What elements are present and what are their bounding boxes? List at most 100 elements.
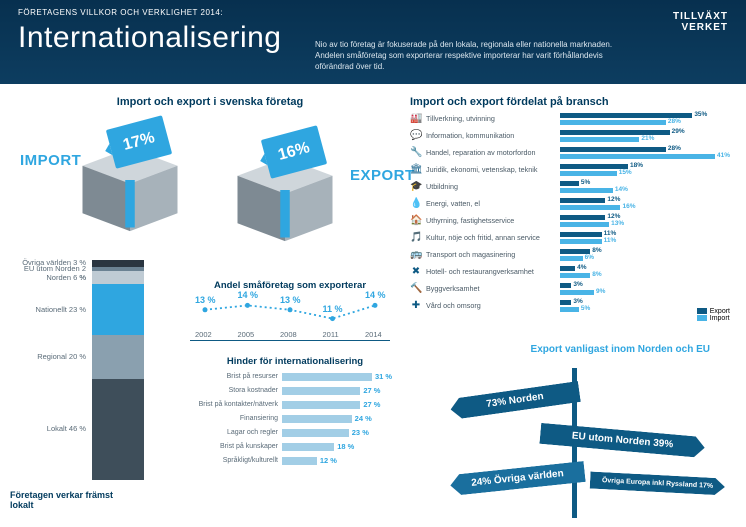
branch-bar-import	[560, 137, 639, 142]
branch-bar-export	[560, 283, 571, 288]
branch-icon: 🏛	[410, 164, 422, 176]
branch-row: 🏛Juridik, ekonomi, vetenskap, teknik18%1…	[410, 163, 730, 180]
stack-seg-label: Norden 6 %	[16, 273, 86, 282]
branch-row: 💬Information, kommunikation29%21%	[410, 129, 730, 146]
branch-val-export: 35%	[694, 111, 707, 118]
branch-val-import: 5%	[581, 305, 590, 312]
branch-bar-import	[560, 205, 620, 210]
branch-label: Utbildning	[426, 182, 556, 191]
branch-row: 🎵Kultur, nöje och fritid, annan service1…	[410, 231, 730, 248]
branch-val-import: 8%	[592, 271, 601, 278]
import-export-boxes: Import och export i svenska företag IMPO…	[30, 96, 390, 272]
header: FÖRETAGENS VILLKOR OCH VERKLIGHET 2014: …	[0, 0, 746, 84]
dot-value: 13 %	[195, 295, 216, 305]
branch-row: ✖Hotell- och restaurangverksamhet4%8%	[410, 265, 730, 282]
barrier-label: Stora kostnader	[190, 387, 282, 394]
branch-icon: 🔨	[410, 283, 422, 295]
branch-bar-export	[560, 232, 602, 237]
dotted-title: Andel småföretag som exporterar	[190, 280, 390, 291]
signpost-sign: 73% Norden	[449, 381, 581, 420]
branch-val-export: 28%	[668, 145, 681, 152]
branch-label: Kultur, nöje och fritid, annan service	[426, 233, 556, 242]
dot-value: 14 %	[365, 290, 386, 300]
barrier-bar	[282, 373, 372, 381]
branch-row: 🏠Uthyrning, fastighetsservice12%13%	[410, 214, 730, 231]
branch-val-export: 4%	[577, 264, 586, 271]
branch-label: Byggverksamhet	[426, 284, 556, 293]
barrier-label: Finansiering	[190, 415, 282, 422]
stack-seg-label: Regional 20 %	[16, 352, 86, 361]
barriers-chart: Hinder för internationalisering Brist på…	[190, 356, 400, 469]
barrier-row: Lagar och regler 23 %	[190, 427, 400, 438]
barrier-row: Stora kostnader 27 %	[190, 385, 400, 396]
branch-val-export: 12%	[607, 213, 620, 220]
logo-line1: TILLVÄXT	[673, 11, 728, 22]
dotted-line-chart: Andel småföretag som exporterar 13 % 2002…	[190, 280, 390, 338]
branch-bar-export	[560, 181, 579, 186]
branch-icon: ✚	[410, 300, 422, 312]
branch-bar-import	[560, 171, 617, 176]
barrier-bar	[282, 429, 349, 437]
branch-val-export: 3%	[573, 298, 582, 305]
barrier-label: Lagar och regler	[190, 429, 282, 436]
branch-row: 🏭Tillverkning, utvinning35%28%	[410, 112, 730, 129]
stack-seg-label: Lokalt 46 %	[16, 424, 86, 433]
barrier-pct: 31 %	[375, 372, 392, 381]
branch-val-import: 41%	[717, 152, 730, 159]
branch-label: Tillverkning, utvinning	[426, 114, 556, 123]
branch-val-export: 12%	[607, 196, 620, 203]
branch-val-import: 21%	[641, 135, 654, 142]
barrier-pct: 27 %	[363, 386, 380, 395]
branch-label: Vård och omsorg	[426, 301, 556, 310]
barrier-row: Språkligt/kulturellt12 %	[190, 455, 400, 466]
branch-label: Handel, reparation av motorfordon	[426, 148, 556, 157]
branch-row: ✚ Vård och omsorg 3%5%	[410, 299, 730, 316]
dot-year: 2002	[195, 330, 212, 339]
header-subtitle: Nio av tio företag är fokuserade på den …	[315, 40, 615, 72]
barrier-bar	[282, 457, 317, 465]
branch-val-import: 9%	[596, 288, 605, 295]
branch-bar-import	[560, 307, 579, 312]
branch-bar-import	[560, 188, 613, 193]
branch-val-import: 14%	[615, 186, 628, 193]
branch-bar-import	[560, 256, 583, 261]
branch-val-export: 3%	[573, 281, 582, 288]
branch-bar-export	[560, 266, 575, 271]
barrier-row: Brist på kunskaper18 %	[190, 441, 400, 452]
branch-bar-import	[560, 273, 590, 278]
branch-icon: 🎓	[410, 181, 422, 193]
branch-val-import: 6%	[585, 254, 594, 261]
branch-bar-export	[560, 198, 605, 203]
barrier-pct: 27 %	[363, 400, 380, 409]
stacked-bar	[92, 260, 144, 480]
branch-bar-import	[560, 222, 609, 227]
barrier-bar	[282, 443, 334, 451]
branch-row: 🔧 Handel, reparation av motorfordon 28% 41%	[410, 146, 730, 163]
branch-icon: 💬	[410, 130, 422, 142]
barrier-bar	[282, 387, 360, 395]
branch-icon: 🏠	[410, 215, 422, 227]
branch-bar-import	[560, 290, 594, 295]
branch-bar-import	[560, 120, 666, 125]
barrier-pct: 12 %	[320, 456, 337, 465]
dot-year: 2008	[280, 330, 297, 339]
branch-row: 🎓 Utbildning 5% 14%	[410, 180, 730, 197]
branch-bar-export	[560, 147, 666, 152]
barrier-pct: 24 %	[355, 414, 372, 423]
signpost-sign: Övriga Europa inkl Ryssland 17%	[590, 471, 726, 495]
header-pre: FÖRETAGENS VILLKOR OCH VERKLIGHET 2014:	[18, 8, 728, 17]
branch-val-import: 28%	[668, 118, 681, 125]
branch-bar-import	[560, 154, 715, 159]
stack-seg-label: Nationellt 23 %	[16, 305, 86, 314]
branch-label: Information, kommunikation	[426, 131, 556, 140]
branch-icon: 🔧	[410, 147, 422, 159]
legend-import: Import	[710, 315, 730, 322]
barrier-label: Brist på resurser	[190, 373, 282, 380]
barrier-pct: 23 %	[352, 428, 369, 437]
branch-bar-import	[560, 239, 602, 244]
branch-val-export: 5%	[581, 179, 590, 186]
branch-icon: ✖	[410, 266, 422, 278]
signpost-title: Export vanligast inom Norden och EU	[531, 344, 710, 355]
dot-value: 14 %	[238, 290, 259, 300]
stack-seg	[92, 379, 144, 480]
